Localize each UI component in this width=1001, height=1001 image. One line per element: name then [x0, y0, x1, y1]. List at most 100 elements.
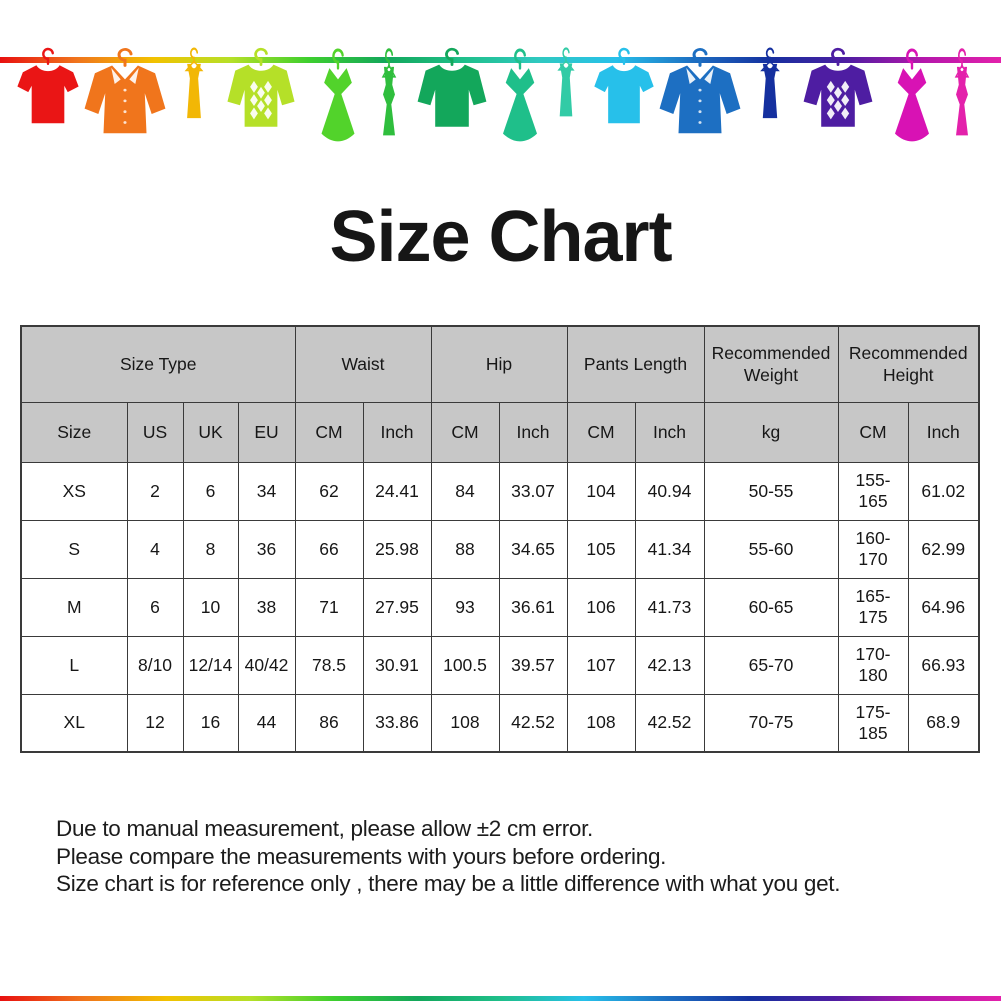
- size-label-xl: XL: [20, 693, 128, 753]
- size-label-m: M: [20, 577, 128, 637]
- sub-header-0-size: Size: [20, 401, 128, 463]
- table-cell: 107: [566, 635, 636, 695]
- table-cell: 44: [237, 693, 296, 753]
- table-cell: 108: [566, 693, 636, 753]
- table-cell: 155-165: [837, 461, 909, 521]
- sub-header-7-inch: Inch: [498, 401, 568, 463]
- size-row-l: L 8/10 12/14 40/42 78.5 30.91 100.5 39.57 107 42.…: [20, 635, 980, 695]
- table-cell: 33.86: [362, 693, 432, 753]
- table-cell: 106: [566, 577, 636, 637]
- sub-header-6-cm: CM: [430, 401, 500, 463]
- table-cell: 40/42: [237, 635, 296, 695]
- green-dress-icon: [319, 48, 357, 143]
- table-cell: 108: [430, 693, 500, 753]
- sub-header-12-inch: Inch: [907, 401, 980, 463]
- table-cell: 42.52: [634, 693, 705, 753]
- table-cell: 41.73: [634, 577, 705, 637]
- table-cell: 34: [237, 461, 296, 521]
- table-cell: 93: [430, 577, 500, 637]
- table-cell: 71: [294, 577, 364, 637]
- table-cell: 40.94: [634, 461, 705, 521]
- size-row-xl: XL 12 16 44 86 33.86 108 42.52 108 42.52 70-75 175-…: [20, 693, 980, 753]
- table-cell: 27.95: [362, 577, 432, 637]
- table-cell: 39.57: [498, 635, 568, 695]
- table-cell: 60-65: [703, 577, 839, 637]
- table-cell: 34.65: [498, 519, 568, 579]
- table-cell: 42.52: [498, 693, 568, 753]
- table-cell: 78.5: [294, 635, 364, 695]
- magenta-dress-icon: [893, 48, 931, 143]
- note-line-2: Please compare the measurements with you…: [56, 843, 667, 869]
- group-header-recommended-height: Recommended Height: [837, 325, 980, 403]
- sub-header-10-kg: kg: [703, 401, 839, 463]
- table-cell: 42.13: [634, 635, 705, 695]
- sub-header-11-cm: CM: [837, 401, 909, 463]
- sub-header-2-uk: UK: [182, 401, 239, 463]
- table-cell: 50-55: [703, 461, 839, 521]
- table-cell: 6: [126, 577, 184, 637]
- sub-header-9-inch: Inch: [634, 401, 705, 463]
- table-cell: 65-70: [703, 635, 839, 695]
- table-cell: 4: [126, 519, 184, 579]
- group-header-size-type: Size Type: [20, 325, 296, 403]
- measurement-notes: Due to manual measurement, please allow …: [56, 815, 841, 898]
- table-cell: 105: [566, 519, 636, 579]
- sub-header-4-cm: CM: [294, 401, 364, 463]
- table-cell: 70-75: [703, 693, 839, 753]
- table-cell: 170-180: [837, 635, 909, 695]
- table-group-header-row: Size Type Waist Hip Pants Length Recommended…: [20, 325, 980, 403]
- page-title: Size Chart: [329, 197, 672, 277]
- rainbow-line-bottom: [0, 996, 1001, 1001]
- table-cell: 10: [182, 577, 239, 637]
- size-chart-table: Size Type Waist Hip Pants Length Recommended…: [20, 325, 980, 753]
- clothesline-rope: [0, 57, 1001, 63]
- sub-header-1-us: US: [126, 401, 184, 463]
- sub-header-5-inch: Inch: [362, 401, 432, 463]
- table-cell: 2: [126, 461, 184, 521]
- table-cell: 104: [566, 461, 636, 521]
- sub-header-8-cm: CM: [566, 401, 636, 463]
- table-cell: 68.9: [907, 693, 980, 753]
- table-cell: 100.5: [430, 635, 500, 695]
- table-cell: 160-170: [837, 519, 909, 579]
- table-cell: 175-185: [837, 693, 909, 753]
- table-cell: 24.41: [362, 461, 432, 521]
- table-cell: 6: [182, 461, 239, 521]
- table-cell: 55-60: [703, 519, 839, 579]
- table-cell: 66: [294, 519, 364, 579]
- size-label-s: S: [20, 519, 128, 579]
- table-cell: 36: [237, 519, 296, 579]
- table-cell: 62: [294, 461, 364, 521]
- group-header-waist: Waist: [294, 325, 432, 403]
- table-cell: 8: [182, 519, 239, 579]
- table-cell: 12/14: [182, 635, 239, 695]
- table-cell: 86: [294, 693, 364, 753]
- group-header-hip: Hip: [430, 325, 568, 403]
- table-cell: 62.99: [907, 519, 980, 579]
- table-cell: 30.91: [362, 635, 432, 695]
- size-label-xs: XS: [20, 461, 128, 521]
- size-row-xs: XS 2 6 34 62 24.41 84 33.07 104 40.94 50-55 155-165…: [20, 461, 980, 521]
- size-label-l: L: [20, 635, 128, 695]
- table-cell: 165-175: [837, 577, 909, 637]
- table-cell: 41.34: [634, 519, 705, 579]
- size-row-s: S 4 8 36 66 25.98 88 34.65 105 41.34 55-60 160-170 6…: [20, 519, 980, 579]
- group-header-recommended-weight: Recommended Weight: [703, 325, 839, 403]
- table-cell: 64.96: [907, 577, 980, 637]
- clothesline-banner: [0, 47, 1001, 143]
- table-cell: 25.98: [362, 519, 432, 579]
- teal-dress-icon: [501, 48, 539, 143]
- table-cell: 38: [237, 577, 296, 637]
- table-cell: 33.07: [498, 461, 568, 521]
- sub-header-3-eu: EU: [237, 401, 296, 463]
- table-cell: 66.93: [907, 635, 980, 695]
- note-line-1: Due to manual measurement, please allow …: [56, 816, 594, 841]
- note-line-3: Size chart is for reference only , there…: [56, 871, 841, 896]
- group-header-pants-length: Pants Length: [566, 325, 705, 403]
- table-cell: 16: [182, 693, 239, 753]
- table-cell: 12: [126, 693, 184, 753]
- table-cell: 36.61: [498, 577, 568, 637]
- table-cell: 8/10: [126, 635, 184, 695]
- size-row-m: M 6 10 38 71 27.95 93 36.61 106 41.73 60-65 165-175…: [20, 577, 980, 637]
